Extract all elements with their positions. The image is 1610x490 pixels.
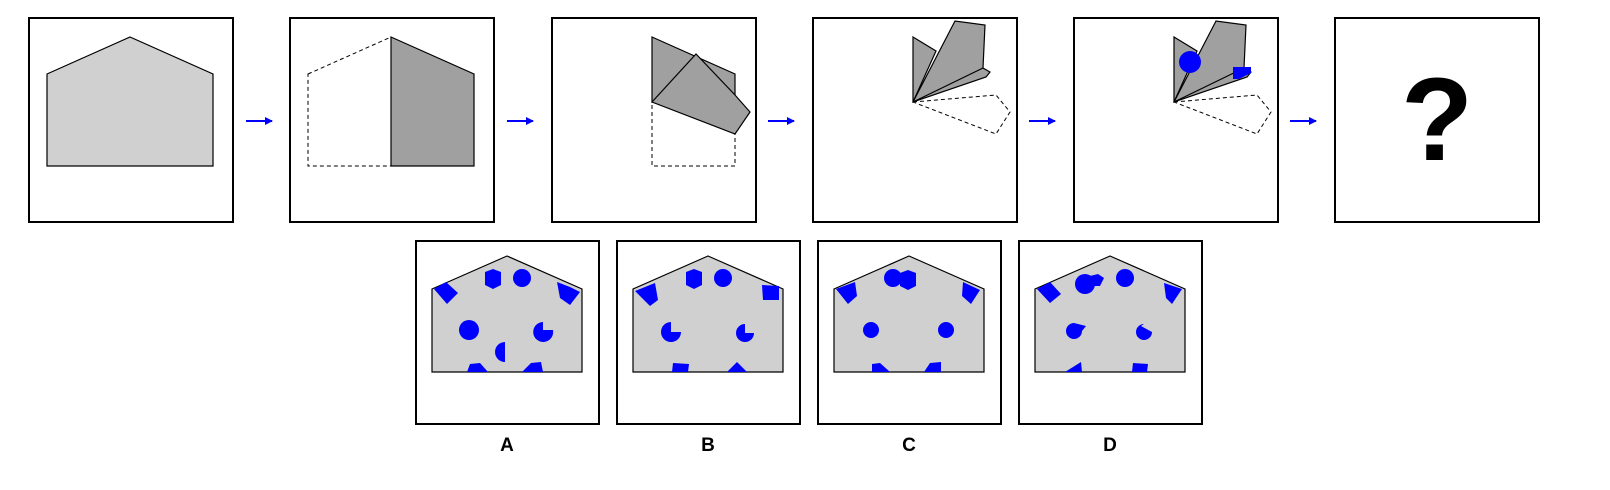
step-2-panel xyxy=(289,17,495,223)
step-5-dashed-outline xyxy=(1173,94,1272,135)
step-4-back-layer xyxy=(912,35,937,103)
step-1-panel xyxy=(28,17,234,223)
question-panel: ? xyxy=(1334,17,1540,223)
question-frame xyxy=(1334,17,1540,223)
option-b-label: B xyxy=(701,435,715,456)
step-3-panel xyxy=(551,17,757,223)
step-3-front-flap xyxy=(650,53,751,135)
option-a-holes xyxy=(434,269,580,372)
step-1-paper xyxy=(46,36,214,167)
step-4-dashed-outline xyxy=(912,94,1011,135)
option-a-label: A xyxy=(500,435,514,456)
step-3-dashed-outline xyxy=(651,101,736,167)
option-c-holes xyxy=(836,269,980,372)
option-c[interactable]: C xyxy=(817,240,1002,456)
option-b-paper xyxy=(632,255,784,373)
option-b-holes xyxy=(635,269,779,372)
step-5-square-hole xyxy=(1233,67,1251,79)
option-b[interactable]: B xyxy=(616,240,801,456)
option-d-label: D xyxy=(1103,435,1117,456)
step-5-round-hole xyxy=(1179,51,1201,73)
option-c-label: C xyxy=(902,435,916,456)
option-d-paper xyxy=(1034,255,1186,373)
option-a[interactable]: A xyxy=(415,240,600,456)
step-5-panel xyxy=(1073,17,1279,223)
option-c-paper xyxy=(833,255,985,373)
step-4-panel xyxy=(812,17,1018,223)
option-d[interactable]: D xyxy=(1018,240,1203,456)
option-d-holes xyxy=(1037,269,1182,372)
step-2-folded-half xyxy=(390,36,475,167)
question-mark: ? xyxy=(1401,54,1473,186)
option-a-paper xyxy=(431,255,583,373)
